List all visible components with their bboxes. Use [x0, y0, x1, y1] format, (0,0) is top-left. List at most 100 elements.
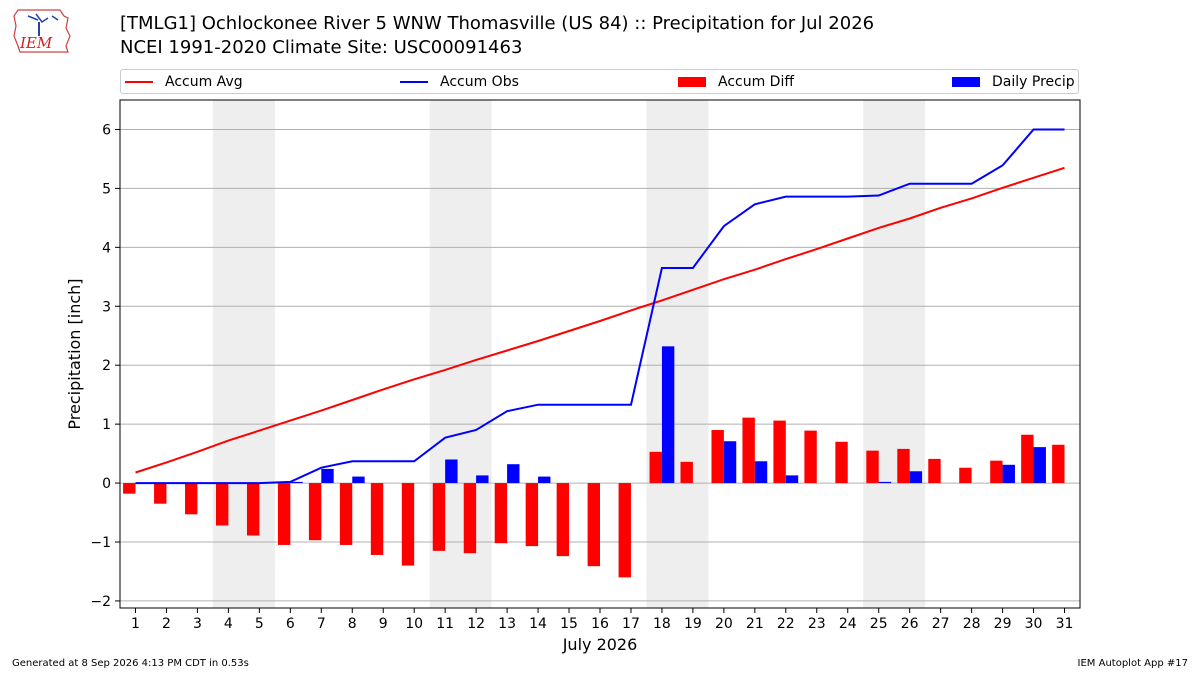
accum-diff-bar — [1052, 444, 1065, 484]
weekend-band-3 — [646, 100, 709, 608]
accum-diff-bar — [587, 483, 600, 567]
series-lines — [135, 128, 1065, 485]
x-tick-label: 25 — [870, 616, 888, 632]
accum-diff-bar — [804, 430, 817, 484]
accum-diff-bar — [154, 483, 167, 504]
x-tick-label: 11 — [436, 616, 454, 632]
x-tick-label: 9 — [379, 616, 388, 632]
daily-precip-bar — [1033, 447, 1046, 484]
x-tick-label: 26 — [901, 616, 919, 632]
x-tick-label: 29 — [994, 616, 1012, 632]
y-tick-label: 3 — [102, 299, 111, 315]
accum-diff-bar — [711, 430, 724, 484]
legend-swatch-daily-precip — [952, 77, 980, 87]
daily-precip-bar — [878, 481, 892, 484]
x-tick-label: 27 — [932, 616, 950, 632]
y-tick-label: 5 — [102, 181, 111, 197]
legend-label-accum-diff: Accum Diff — [718, 74, 795, 90]
accum-diff-bar — [649, 451, 662, 484]
daily-precip-bar — [476, 475, 489, 484]
accum-avg-line — [135, 166, 1065, 474]
accum-diff-bar — [835, 441, 848, 484]
accum-diff-bar — [432, 483, 446, 551]
logo-text: IEM — [19, 34, 53, 52]
legend-swatch-accum-obs — [400, 81, 428, 83]
accum-diff-bar — [680, 461, 693, 484]
accum-diff-bar — [618, 483, 631, 578]
x-tick-label: 8 — [348, 616, 357, 632]
weekend-shading — [212, 100, 926, 608]
accum-diff-bar — [897, 448, 910, 484]
chart-subtitle: NCEI 1991-2020 Climate Site: USC00091463 — [120, 37, 523, 58]
daily-precip-bar — [723, 441, 737, 484]
x-tick-label: 18 — [653, 616, 671, 632]
x-tick-label: 24 — [839, 616, 857, 632]
x-tick-label: 2 — [162, 616, 171, 632]
accum-diff-bar — [277, 483, 291, 545]
x-tick-label: 4 — [224, 616, 233, 632]
legend-label-accum-obs: Accum Obs — [440, 74, 519, 90]
x-tick-label: 15 — [560, 616, 578, 632]
legend-swatch-accum-diff — [678, 77, 706, 87]
y-tick-label: −1 — [90, 535, 111, 551]
y-tick-label: 4 — [102, 240, 111, 256]
y-tick-label: −2 — [90, 594, 111, 610]
footer-generated: Generated at 8 Sep 2026 4:13 PM CDT in 0… — [12, 658, 249, 669]
iem-logo: IEM — [13, 9, 71, 53]
legend-label-accum-avg: Accum Avg — [165, 74, 243, 90]
daily-precip-bar — [445, 459, 458, 484]
x-tick-label: 1 — [131, 616, 140, 632]
accum-diff-bar — [866, 450, 879, 484]
x-tick-label: 14 — [529, 616, 547, 632]
accum-diff-bar — [308, 483, 322, 541]
accum-diff-bar — [525, 483, 539, 547]
legend-entry-accum-avg: Accum Avg — [125, 73, 243, 91]
y-tick-label: 1 — [102, 417, 111, 433]
x-tick-label: 17 — [622, 616, 640, 632]
daily-precip-bar — [290, 481, 303, 484]
weekend-band-1 — [212, 100, 275, 608]
x-tick-label: 10 — [405, 616, 423, 632]
x-axis-label: July 2026 — [562, 635, 638, 654]
accum-diff-bar — [494, 483, 508, 544]
x-tick-label: 30 — [1025, 616, 1043, 632]
x-tick-label: 7 — [317, 616, 326, 632]
x-tick-label: 22 — [777, 616, 795, 632]
daily-precip-bar — [538, 476, 551, 484]
x-tick-label: 3 — [193, 616, 202, 632]
x-tick-label: 5 — [255, 616, 264, 632]
y-tick-label: 0 — [102, 476, 111, 492]
y-axis-label: Precipitation [inch] — [65, 278, 84, 429]
accum-diff-bar — [742, 417, 755, 484]
accum-diff-bar — [959, 467, 972, 484]
weekend-band-4 — [863, 100, 926, 608]
legend-entry-accum-diff: Accum Diff — [678, 73, 794, 91]
accum-diff-bar — [216, 483, 229, 526]
legend-entry-accum-obs: Accum Obs — [400, 73, 519, 91]
daily-precip-bar — [1002, 464, 1015, 484]
accum-diff-bar — [1021, 434, 1034, 484]
accum-diff-bar — [339, 483, 353, 545]
legend-entry-daily-precip: Daily Precip — [952, 73, 1075, 91]
daily-precip-bar — [661, 346, 675, 484]
accum-diff-bar — [990, 460, 1003, 484]
x-tick-label: 6 — [286, 616, 295, 632]
accum-diff-bar — [185, 483, 198, 515]
x-tick-label: 28 — [963, 616, 981, 632]
x-tick-label: 16 — [591, 616, 609, 632]
accum-diff-bar — [246, 483, 260, 536]
y-tick-label: 6 — [102, 122, 111, 138]
x-tick-label: 21 — [746, 616, 764, 632]
legend: Accum Avg Accum Obs Accum Diff Daily Pre… — [120, 69, 1079, 94]
daily-precip-bar — [352, 476, 365, 484]
x-tick-label: 19 — [684, 616, 702, 632]
x-tick-label: 12 — [467, 616, 485, 632]
accum-diff-bar — [773, 420, 786, 484]
accum-diff-bar — [123, 483, 136, 494]
daily-precip-bar — [507, 464, 520, 484]
y-tick-label: 2 — [102, 358, 111, 374]
chart-title: [TMLG1] Ochlockonee River 5 WNW Thomasvi… — [120, 13, 875, 34]
daily-precip-bar — [754, 461, 768, 484]
accum-diff-bar — [928, 458, 941, 484]
footer-app: IEM Autoplot App #17 — [1077, 658, 1188, 669]
